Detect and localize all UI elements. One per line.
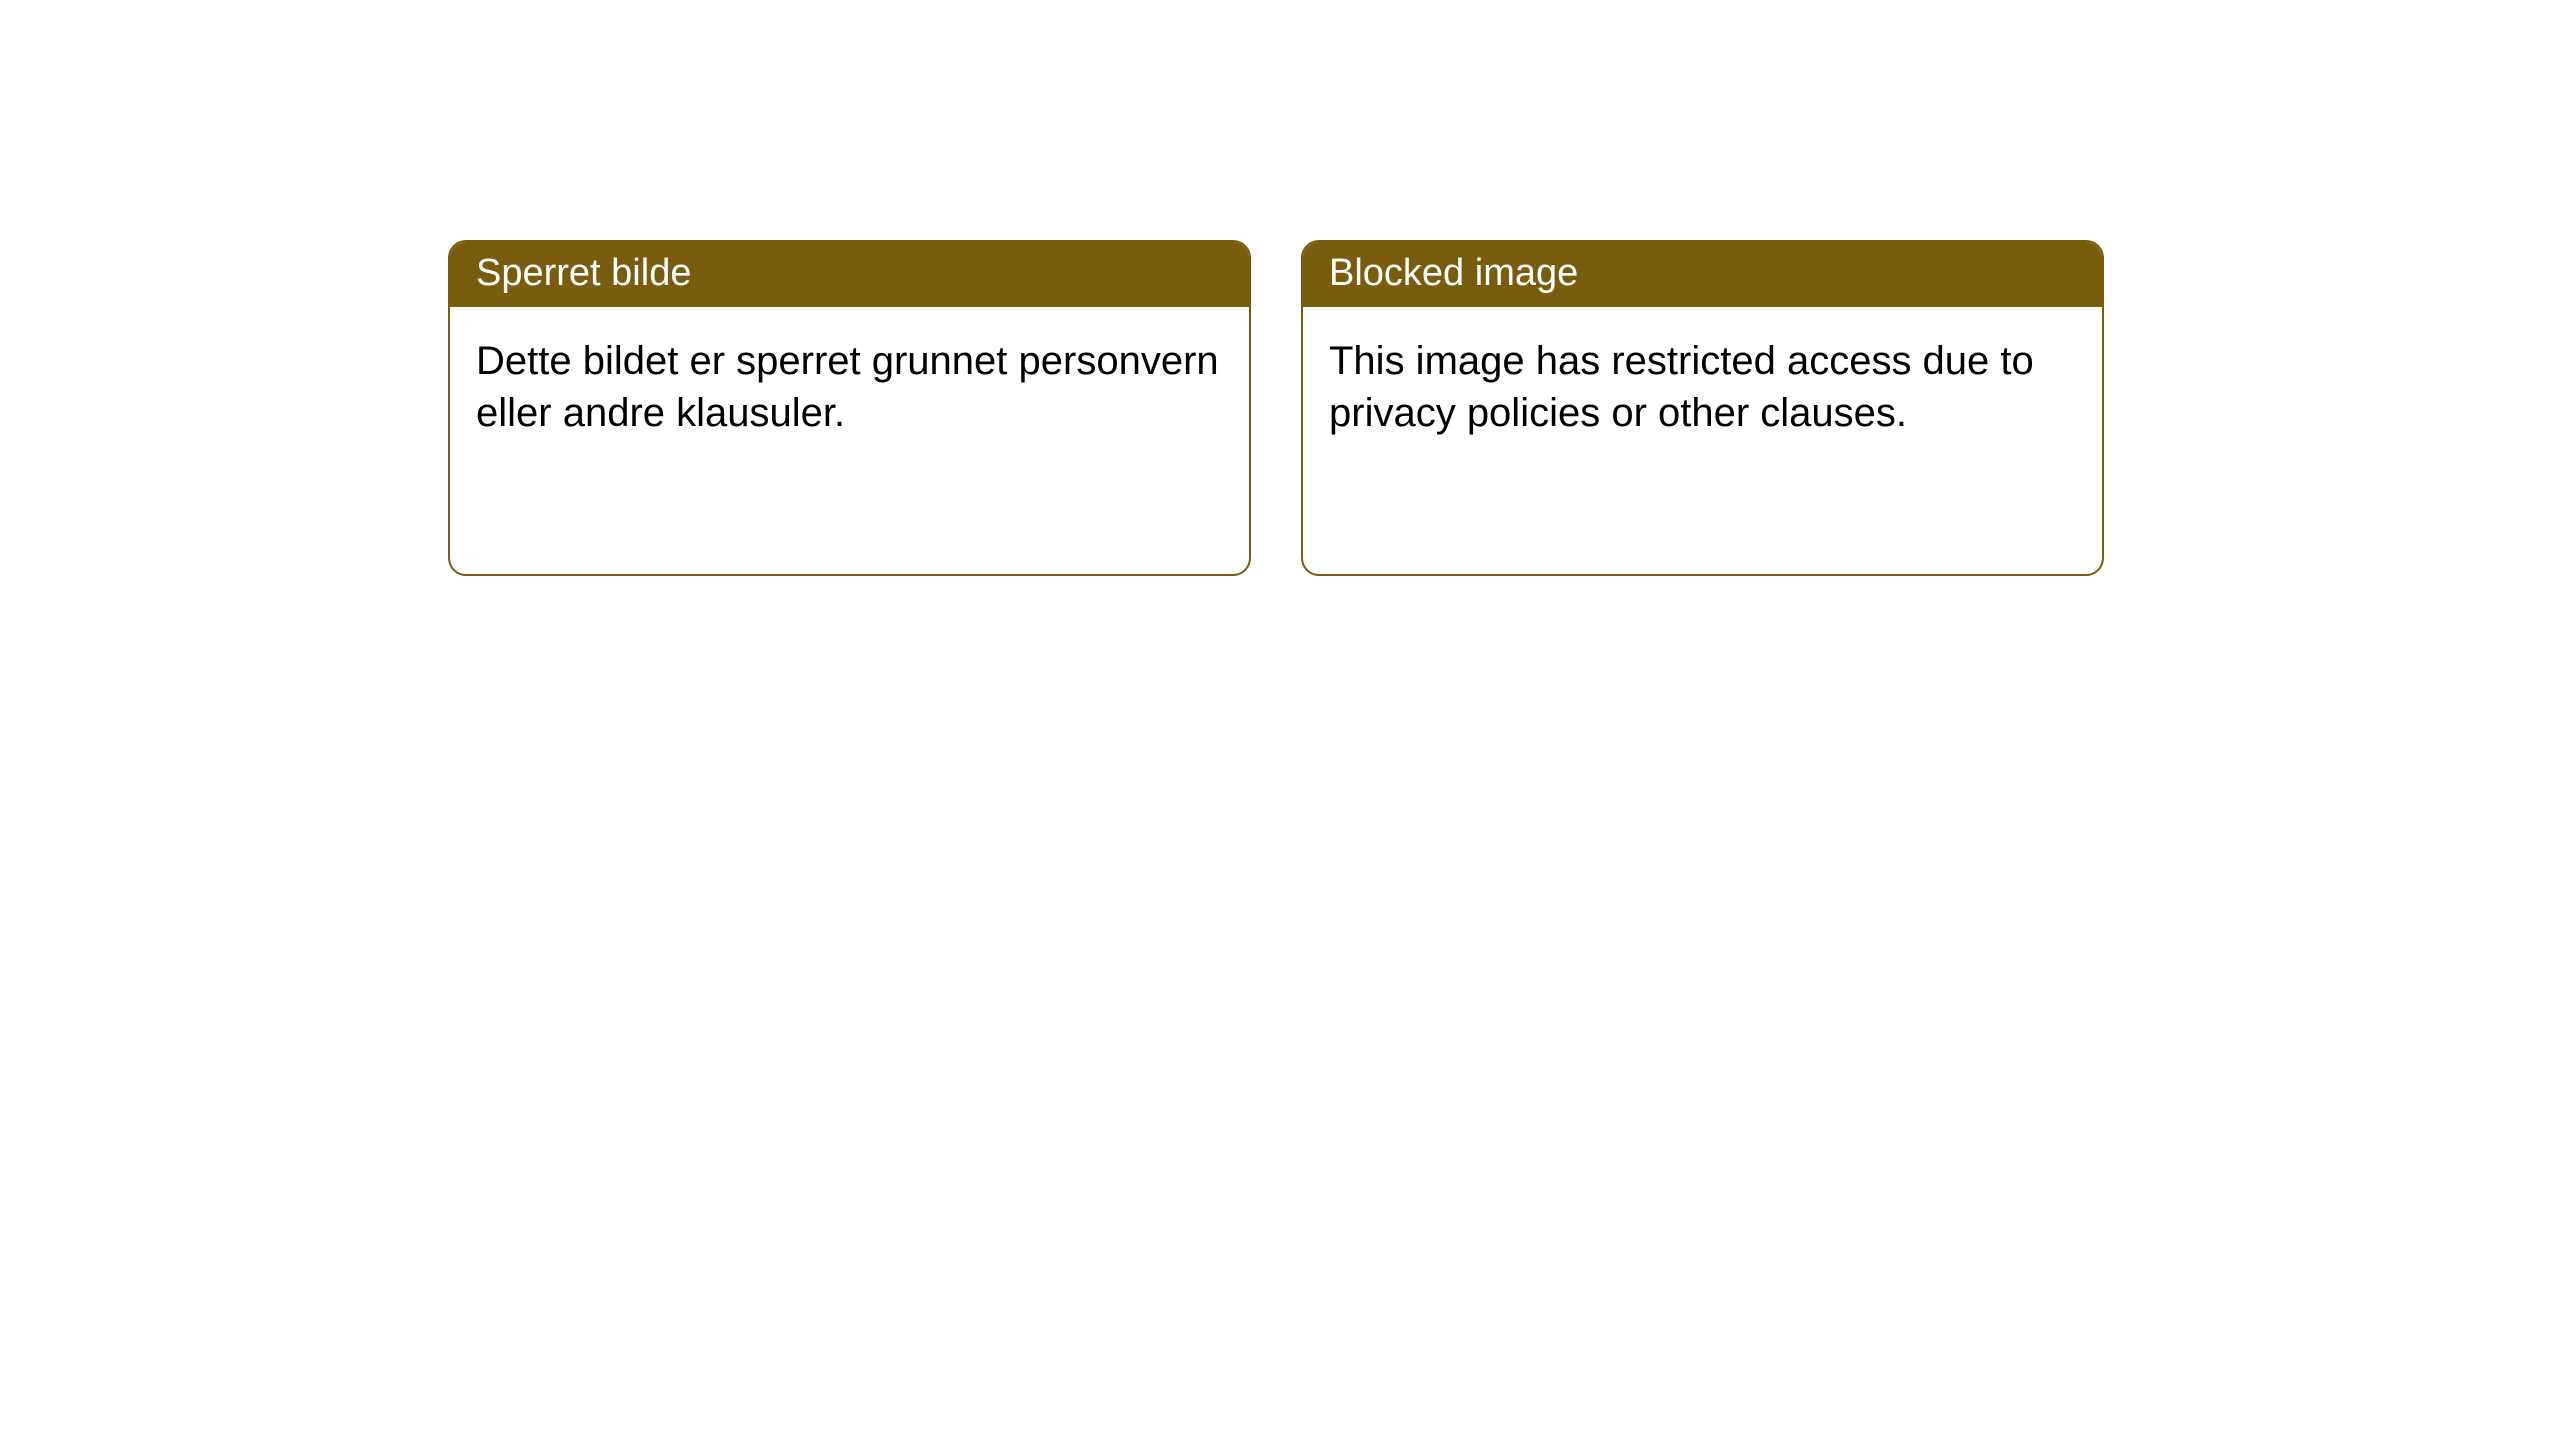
blocked-image-card-norwegian: Sperret bilde Dette bildet er sperret gr… bbox=[448, 240, 1251, 576]
card-header: Sperret bilde bbox=[450, 242, 1249, 307]
blocked-image-card-english: Blocked image This image has restricted … bbox=[1301, 240, 2104, 576]
card-body: Dette bildet er sperret grunnet personve… bbox=[450, 307, 1249, 467]
notice-cards-container: Sperret bilde Dette bildet er sperret gr… bbox=[0, 0, 2560, 576]
card-title: Sperret bilde bbox=[476, 252, 691, 294]
card-title: Blocked image bbox=[1329, 252, 1578, 294]
card-body: This image has restricted access due to … bbox=[1303, 307, 2102, 467]
card-message: Dette bildet er sperret grunnet personve… bbox=[476, 339, 1219, 435]
card-header: Blocked image bbox=[1303, 242, 2102, 307]
card-message: This image has restricted access due to … bbox=[1329, 339, 2034, 435]
